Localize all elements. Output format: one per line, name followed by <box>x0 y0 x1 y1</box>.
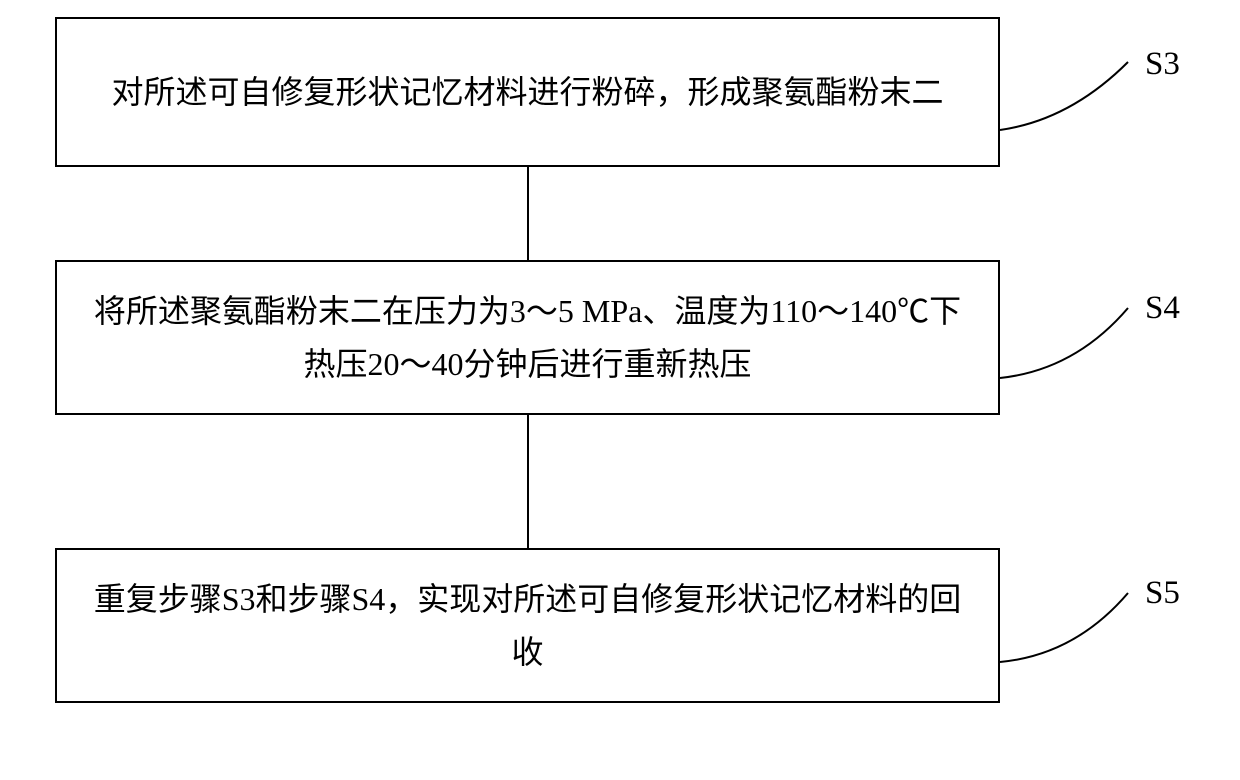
flowchart-canvas: 对所述可自修复形状记忆材料进行粉碎，形成聚氨酯粉末二S3将所述聚氨酯粉末二在压力… <box>0 0 1240 780</box>
leader-line-s5 <box>0 0 1240 780</box>
connector-s3-s4 <box>527 167 529 260</box>
connector-s4-s5 <box>527 415 529 548</box>
